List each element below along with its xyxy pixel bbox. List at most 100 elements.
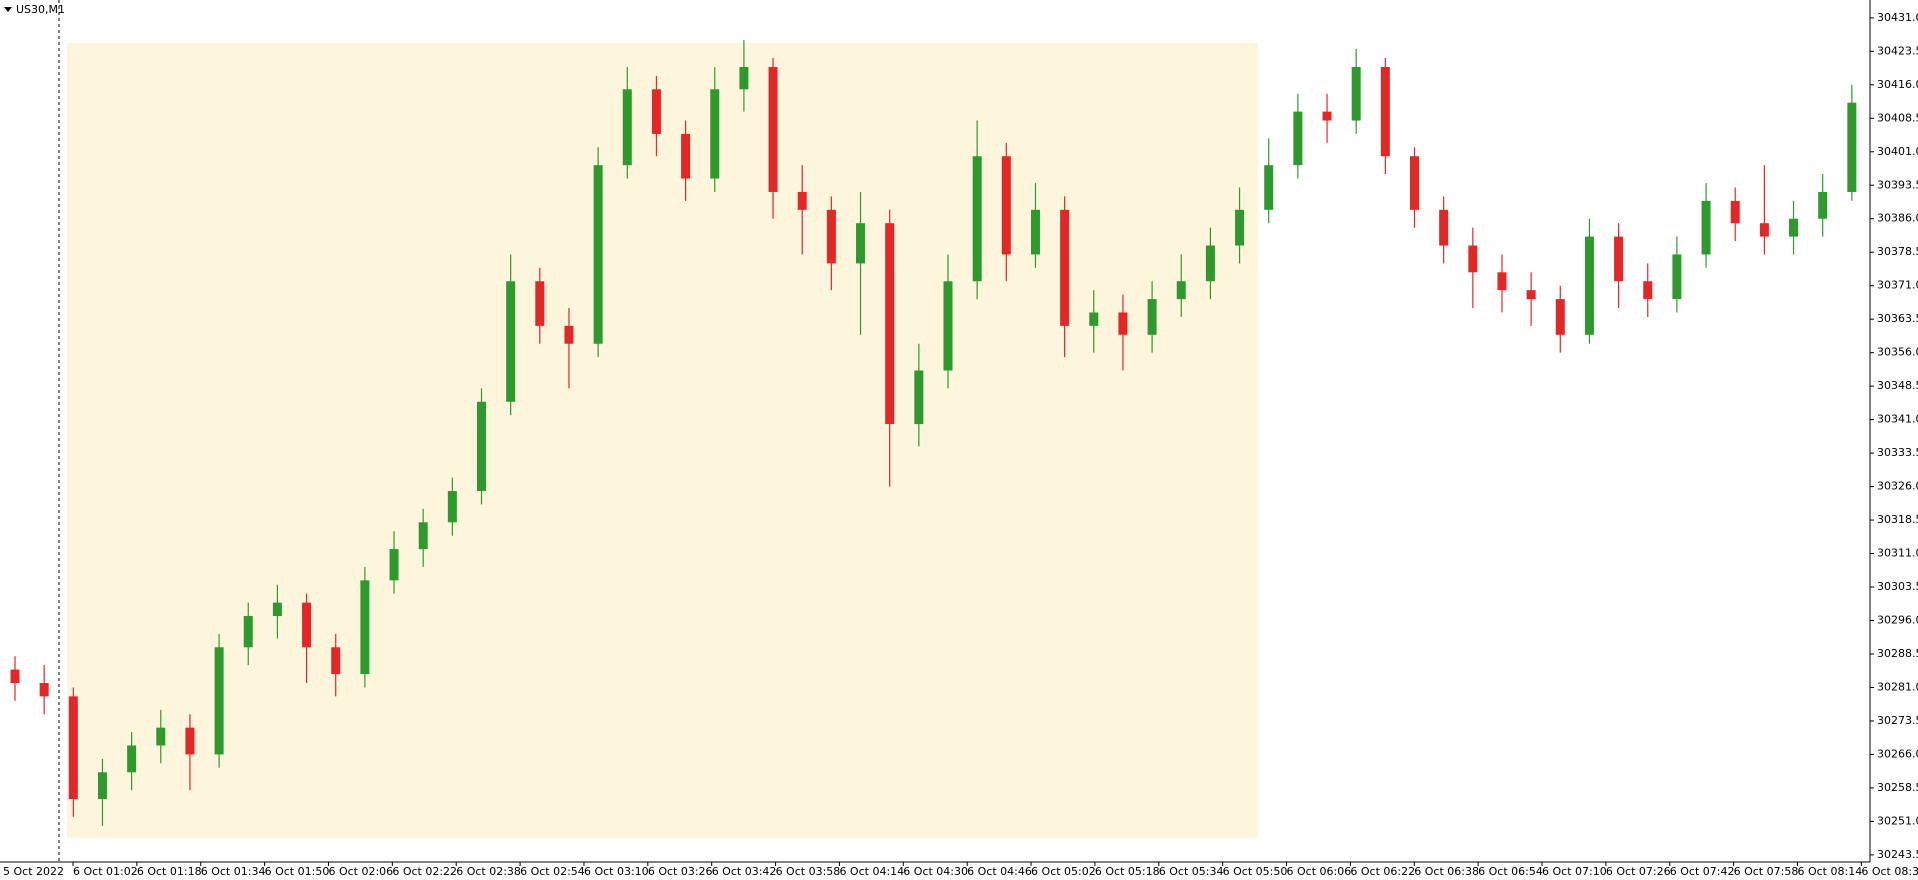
candle-body <box>477 401 486 492</box>
y-tick-label: 30408.5 <box>1877 111 1918 124</box>
x-tick-label: 6 Oct 03:42 <box>712 865 777 878</box>
candle-body <box>1205 245 1215 282</box>
candle-body <box>68 696 78 800</box>
symbol-label: US30,M1 <box>16 3 65 16</box>
y-tick-label: 30303.5 <box>1877 580 1918 593</box>
candle-body <box>622 89 632 166</box>
x-tick-label: 6 Oct 05:02 <box>1031 865 1096 878</box>
y-tick-label: 30431.0 <box>1877 11 1918 24</box>
y-tick-label: 30251.0 <box>1877 814 1918 827</box>
symbol-menu-arrow[interactable] <box>4 7 12 12</box>
candle-body <box>447 491 457 523</box>
candle-body <box>1439 209 1449 246</box>
candle-body <box>1293 111 1303 166</box>
candle-body <box>856 223 866 264</box>
x-tick-label: 6 Oct 08:30 <box>1861 865 1918 878</box>
candle-body <box>1030 209 1040 255</box>
y-tick-label: 30281.0 <box>1877 680 1918 693</box>
y-tick-label: 30288.5 <box>1877 647 1918 660</box>
y-tick-label: 30296.0 <box>1877 613 1918 626</box>
candle-body <box>1147 299 1157 335</box>
candle-body <box>506 281 516 402</box>
candle-body <box>389 549 399 581</box>
candle-body <box>1060 209 1070 326</box>
x-tick-label: 6 Oct 01:18 <box>137 865 202 878</box>
session-zone <box>67 43 1258 838</box>
x-tick-label: 5 Oct 2022 <box>3 865 64 878</box>
candle-body <box>1789 218 1799 237</box>
y-tick-label: 30371.0 <box>1877 279 1918 292</box>
candle-body <box>535 281 545 326</box>
y-tick-label: 30378.5 <box>1877 245 1918 258</box>
x-tick-label: 6 Oct 06:22 <box>1350 865 1415 878</box>
candle-body <box>1176 281 1186 300</box>
candle-body <box>1351 66 1361 121</box>
candle-body <box>214 647 224 755</box>
candle-body <box>1468 245 1478 273</box>
candle-body <box>564 325 574 344</box>
x-tick-label: 6 Oct 01:02 <box>73 865 138 878</box>
candle-body <box>681 133 691 179</box>
x-tick-label: 6 Oct 08:14 <box>1797 865 1862 878</box>
y-tick-label: 30311.0 <box>1877 547 1918 560</box>
candle-body <box>1584 236 1594 335</box>
x-tick-label: 6 Oct 07:10 <box>1542 865 1607 878</box>
y-tick-label: 30326.0 <box>1877 480 1918 493</box>
x-tick-label: 6 Oct 01:34 <box>201 865 266 878</box>
candle-body <box>739 66 749 90</box>
y-tick-label: 30401.0 <box>1877 145 1918 158</box>
candle-body <box>360 580 370 675</box>
y-tick-label: 30333.5 <box>1877 446 1918 459</box>
y-tick-label: 30341.0 <box>1877 413 1918 426</box>
x-tick-label: 6 Oct 06:54 <box>1478 865 1543 878</box>
candle-body <box>651 89 661 134</box>
candle-body <box>1555 299 1565 335</box>
y-tick-label: 30266.0 <box>1877 747 1918 760</box>
y-tick-label: 30416.0 <box>1877 78 1918 91</box>
y-tick-label: 30356.0 <box>1877 346 1918 359</box>
x-tick-label: 6 Oct 02:22 <box>392 865 457 878</box>
candle-body <box>418 522 428 550</box>
x-tick-label: 6 Oct 02:54 <box>520 865 585 878</box>
candle-body <box>243 616 253 648</box>
x-tick-label: 6 Oct 06:38 <box>1414 865 1479 878</box>
candle-body <box>10 669 20 683</box>
candle-body <box>1235 209 1245 246</box>
x-tick-label: 6 Oct 03:58 <box>776 865 841 878</box>
candle-body <box>943 281 953 371</box>
candle-body <box>1410 156 1419 210</box>
candle-body <box>185 727 195 755</box>
candle-body <box>972 156 982 282</box>
x-tick-label: 6 Oct 07:58 <box>1734 865 1799 878</box>
candle-body <box>127 745 137 773</box>
x-tick-label: 6 Oct 04:46 <box>967 865 1032 878</box>
y-tick-label: 30258.5 <box>1877 781 1918 794</box>
candle-body <box>593 165 603 344</box>
x-tick-label: 6 Oct 04:30 <box>903 865 968 878</box>
y-tick-label: 30348.5 <box>1877 379 1918 392</box>
candle-body <box>1526 290 1536 300</box>
y-tick-label: 30363.5 <box>1877 312 1918 325</box>
candle-body <box>1701 200 1711 255</box>
x-tick-label: 6 Oct 04:14 <box>839 865 904 878</box>
candle-body <box>1497 272 1507 291</box>
candle-body <box>39 682 49 697</box>
candle-body <box>331 647 341 675</box>
candle-body <box>826 209 836 264</box>
x-tick-label: 6 Oct 07:26 <box>1606 865 1671 878</box>
candle-body <box>1730 200 1740 224</box>
x-tick-label: 6 Oct 03:26 <box>648 865 713 878</box>
candle-body <box>1759 223 1769 237</box>
candle-body <box>1614 236 1624 282</box>
candle-body <box>1672 254 1682 300</box>
x-tick-label: 6 Oct 07:42 <box>1670 865 1735 878</box>
x-tick-label: 6 Oct 05:50 <box>1223 865 1288 878</box>
x-tick-label: 6 Oct 05:18 <box>1095 865 1160 878</box>
candle-body <box>710 89 720 179</box>
candle-body <box>1380 66 1390 157</box>
candle-body <box>1643 281 1653 300</box>
candle-body <box>885 223 895 425</box>
x-tick-label: 6 Oct 03:10 <box>584 865 649 878</box>
candle-body <box>1322 111 1332 121</box>
